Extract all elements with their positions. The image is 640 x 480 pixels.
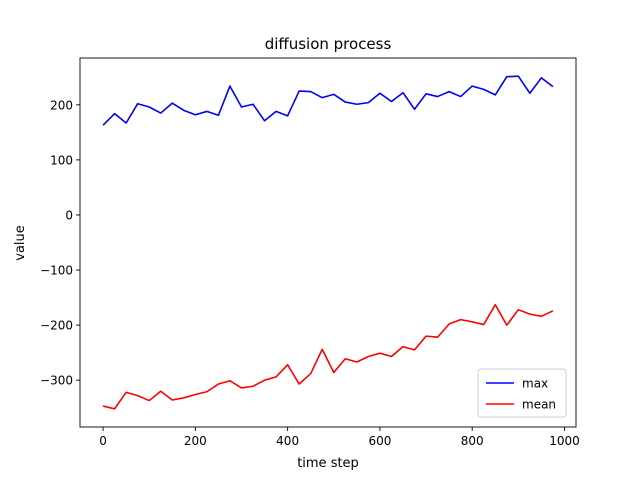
legend-box	[477, 368, 567, 418]
legend-label-mean: mean	[522, 398, 556, 412]
plot-area: 0 200 400 600 800 1000 −300 −200 −100 0 100 200 max m…	[40, 57, 580, 448]
x-tick-label: 800	[461, 434, 484, 448]
y-tick-label: 0	[65, 208, 73, 222]
x-tick-label: 600	[368, 434, 391, 448]
series-line-max	[102, 75, 554, 126]
y-tick-label: −200	[40, 319, 73, 333]
x-tick-label: 400	[276, 434, 299, 448]
plot-frame	[79, 57, 577, 428]
y-tick-label: −100	[40, 264, 73, 278]
x-tick-label: 200	[184, 434, 207, 448]
series-line-mean	[102, 303, 554, 410]
y-axis-label: value	[13, 225, 28, 261]
chart-title: diffusion process	[265, 35, 392, 53]
y-tick-label: 200	[50, 98, 73, 112]
y-tick-label: −300	[40, 374, 73, 388]
x-axis-label: time step	[297, 456, 359, 471]
legend-label-max: max	[522, 377, 548, 391]
x-tick-label: 1000	[549, 434, 580, 448]
y-tick-label: 100	[50, 153, 73, 167]
x-tick-label: 0	[99, 434, 107, 448]
